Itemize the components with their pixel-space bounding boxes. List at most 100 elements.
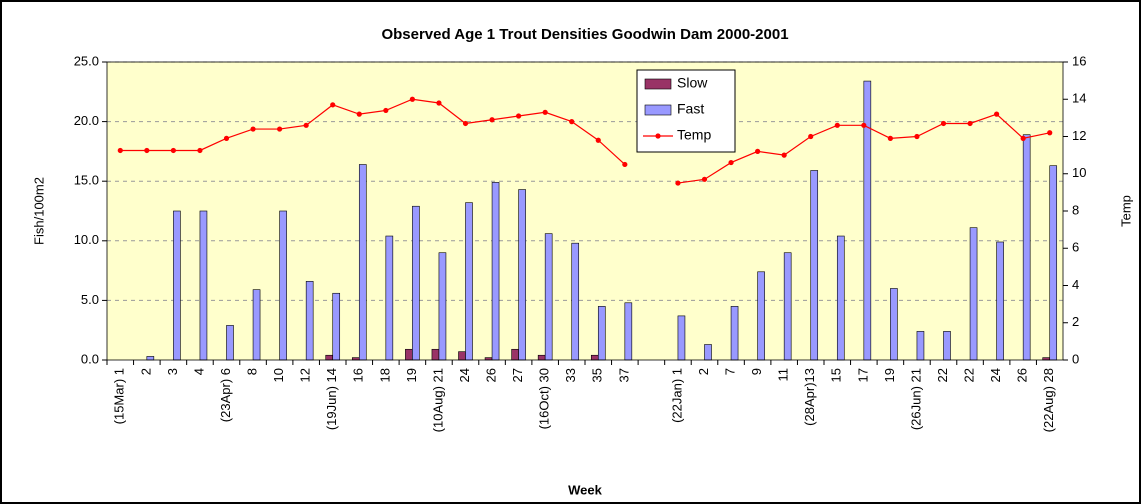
bar [916, 331, 925, 361]
bar [199, 210, 208, 361]
line-marker [409, 96, 415, 102]
bar [279, 210, 287, 361]
line-marker [250, 126, 256, 132]
bar [491, 182, 500, 361]
bar [226, 325, 234, 361]
line-marker [1047, 130, 1053, 136]
x-tick-label: 18 [377, 368, 392, 382]
bar [458, 351, 466, 361]
line-marker [277, 126, 283, 132]
bar [173, 210, 181, 361]
x-tick-label: 35 [590, 368, 605, 382]
bar [836, 235, 845, 361]
bar [677, 315, 686, 361]
line-marker [755, 148, 761, 154]
bar [252, 289, 261, 361]
x-tick-label: 2 [138, 368, 153, 375]
y-tick-label: 20.0 [74, 113, 99, 128]
x-tick-label: (23Apr) 6 [218, 368, 233, 422]
x-tick-label: 12 [298, 368, 313, 382]
line-marker [489, 117, 495, 123]
line-marker [117, 147, 123, 154]
bar [704, 344, 712, 361]
x-tick-label: 22 [961, 368, 976, 382]
bar [332, 292, 341, 361]
x-tick-label: 8 [244, 368, 259, 375]
x-tick-label: 37 [616, 368, 631, 382]
x-tick-label: 27 [510, 368, 525, 382]
chart-title: Observed Age 1 Trout Densities Goodwin D… [381, 26, 788, 43]
line-marker [622, 161, 628, 168]
y-tick-label: 25.0 [74, 53, 99, 68]
line-marker [223, 135, 230, 141]
legend-swatch [644, 104, 672, 116]
line-marker [701, 176, 708, 182]
line-marker [303, 122, 309, 128]
plot-area [107, 62, 1063, 360]
line-marker [728, 159, 734, 166]
x-tick-label: (15Mar) 1 [112, 368, 127, 424]
bar [783, 252, 792, 361]
line-marker [834, 122, 840, 128]
x-tick-label: 24 [988, 368, 1003, 382]
y2-tick-label: 12 [1072, 128, 1086, 143]
bar [597, 306, 606, 361]
y2-tick-label: 2 [1072, 314, 1079, 329]
y2-tick-label: 14 [1072, 91, 1086, 106]
y2-tick-label: 0 [1072, 351, 1079, 366]
x-tick-label: 16 [351, 368, 366, 382]
y2-tick-label: 16 [1072, 53, 1086, 68]
y-tick-label: 5.0 [81, 292, 99, 307]
x-tick-label: 19 [404, 368, 419, 382]
bar [996, 241, 1004, 361]
line-marker [383, 107, 389, 114]
x-tick-label: 11 [776, 368, 791, 382]
legend-marker [655, 133, 661, 139]
x-tick-label: 17 [855, 368, 870, 382]
bar [146, 356, 155, 361]
line-marker [595, 137, 601, 143]
line-marker [967, 120, 973, 127]
y-tick-label: 10.0 [74, 232, 99, 247]
x-tick-label: 2 [696, 368, 711, 375]
x-tick-label: 26 [483, 368, 498, 382]
x-tick-label: 15 [829, 368, 844, 382]
bar [465, 202, 473, 361]
x-tick-label: 10 [271, 368, 286, 382]
y2-tick-label: 6 [1072, 240, 1079, 255]
x-tick-label: 33 [563, 368, 578, 382]
bar [431, 348, 440, 361]
bar [385, 235, 394, 361]
line-marker [887, 135, 893, 141]
bar [810, 170, 819, 361]
x-tick-label: (10Aug) 21 [430, 368, 445, 432]
y-tick-label: 15.0 [74, 173, 99, 188]
line-marker [914, 133, 920, 140]
x-tick-label: (22Jan) 1 [669, 368, 684, 423]
line-marker [436, 100, 442, 106]
x-tick-label: 22 [935, 368, 950, 382]
line-marker [542, 109, 548, 115]
x-tick-label: 19 [882, 368, 897, 382]
line-marker [330, 102, 336, 108]
bar [730, 306, 739, 361]
line-marker [940, 120, 947, 127]
bar [969, 227, 978, 361]
x-tick-label: 7 [722, 368, 737, 375]
legend-label: Slow [677, 75, 708, 91]
x-tick-label: 3 [165, 368, 180, 375]
y-tick-label: 0.0 [81, 351, 99, 366]
bar [943, 331, 951, 361]
x-tick-label: (26Jun) 21 [908, 368, 923, 430]
line-marker [170, 147, 176, 154]
bar [590, 354, 599, 361]
legend-swatch [644, 78, 672, 90]
bar [511, 348, 519, 361]
line-marker [808, 133, 814, 140]
bar [544, 233, 553, 361]
bar [1022, 134, 1031, 361]
bar [537, 354, 546, 361]
line-marker [994, 111, 1000, 117]
bar [863, 80, 872, 361]
